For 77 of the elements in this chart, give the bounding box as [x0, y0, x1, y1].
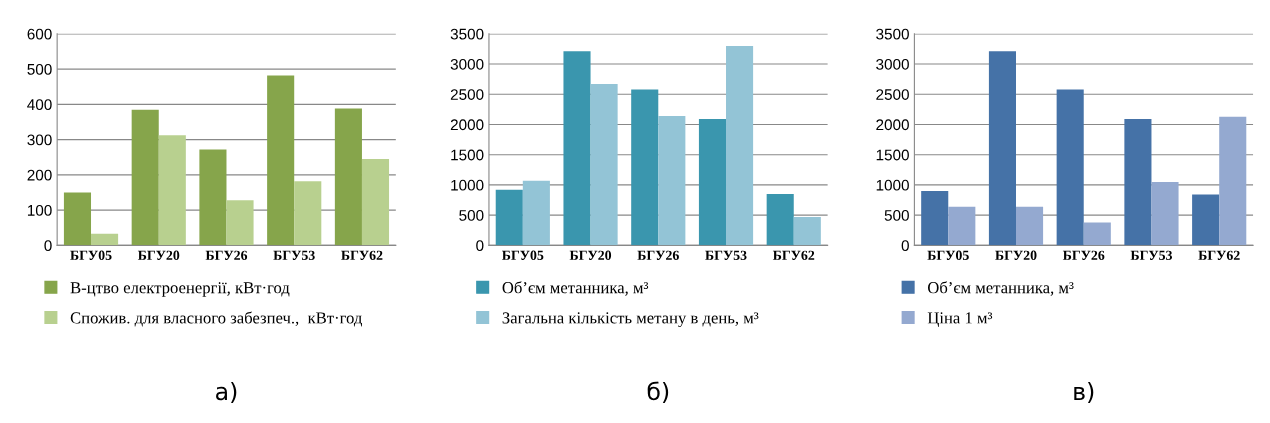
y-tick-label: 2000	[876, 119, 909, 131]
text: в)	[1074, 381, 1094, 404]
bar	[726, 45, 754, 246]
bar	[361, 158, 390, 246]
x-tick-label: БГУ20	[569, 250, 612, 260]
legend-label: Загальна кількість метану в день, м³	[502, 312, 759, 327]
bar	[267, 75, 295, 246]
bar	[226, 200, 254, 246]
bar	[91, 233, 119, 246]
y-tick-label: 1500	[451, 149, 484, 161]
y-tick-label: 500	[884, 209, 909, 221]
bar	[334, 108, 362, 246]
bar	[793, 216, 821, 246]
y-tick-label: 500	[27, 63, 52, 75]
legend-label: Об’єм метанника, м³	[502, 281, 649, 296]
y-tick-label: 3500	[450, 28, 484, 40]
y-tick-label: 1000	[451, 179, 484, 191]
bar	[766, 193, 794, 246]
y-tick-label: 100	[27, 204, 52, 216]
y-tick-label: 3000	[876, 58, 909, 70]
bar	[495, 189, 523, 246]
y-tick-label: 400	[27, 99, 52, 111]
bar	[988, 51, 1016, 246]
y-tick-label: 2000	[450, 119, 484, 131]
bar	[1124, 119, 1152, 246]
y-tick-label: 2500	[876, 89, 909, 100]
y-tick-label: 200	[27, 169, 52, 181]
bar	[199, 149, 227, 246]
x-tick-label: БГУ05	[70, 250, 112, 260]
text: б)	[647, 381, 669, 404]
bar	[590, 84, 618, 246]
x-tick-label: БГУ20	[995, 250, 1037, 260]
y-tick-label: 300	[27, 134, 52, 146]
legend-label: Спожив. для власного забезпеч., кВт·год	[70, 311, 362, 327]
bar	[1192, 194, 1220, 246]
text: а)	[216, 381, 237, 404]
legend-label: Об’єм метанника, м³	[927, 281, 1074, 296]
bar	[948, 206, 976, 246]
x-tick-label: БГУ05	[502, 250, 544, 260]
legend-label: Ціна 1 м³	[927, 312, 993, 327]
bar	[1056, 89, 1084, 246]
y-tick-label: 2500	[450, 89, 484, 100]
legend-label: В-цтво електроенергії, кВт·год	[70, 282, 290, 297]
x-tick-label: БГУ53	[705, 250, 747, 260]
bar	[698, 119, 727, 246]
y-tick-label: 1500	[876, 149, 909, 161]
bar	[131, 109, 159, 246]
bar	[294, 181, 322, 246]
bar	[522, 180, 550, 246]
bar	[1083, 222, 1111, 246]
bar	[921, 190, 949, 246]
x-tick-label: БГУ05	[927, 250, 969, 260]
x-tick-label: БГУ26	[1062, 250, 1105, 260]
x-tick-label: БГУ26	[205, 250, 248, 260]
bar	[563, 51, 591, 246]
y-tick-label: 0	[476, 240, 484, 252]
x-tick-label: БГУ62	[772, 250, 815, 260]
bar	[158, 135, 186, 246]
x-tick-label: БГУ26	[637, 250, 679, 260]
bar	[63, 192, 92, 246]
y-tick-label: 3500	[876, 28, 909, 40]
x-tick-label: БГУ53	[1130, 250, 1173, 260]
y-tick-label: 0	[901, 240, 909, 252]
x-tick-label: БГУ62	[1198, 250, 1240, 260]
bar	[1219, 116, 1247, 246]
y-tick-label: 0	[44, 240, 52, 252]
bar	[1016, 206, 1044, 246]
bar	[1151, 181, 1179, 246]
y-tick-label: 500	[459, 209, 484, 221]
x-tick-label: БГУ20	[137, 250, 180, 260]
x-tick-label: БГУ53	[273, 250, 315, 260]
bar	[631, 89, 659, 246]
x-tick-label: БГУ62	[341, 250, 383, 260]
y-tick-label: 1000	[876, 179, 909, 191]
y-tick-label: 600	[27, 28, 52, 40]
y-tick-label: 3000	[450, 58, 484, 70]
bar	[658, 116, 686, 246]
